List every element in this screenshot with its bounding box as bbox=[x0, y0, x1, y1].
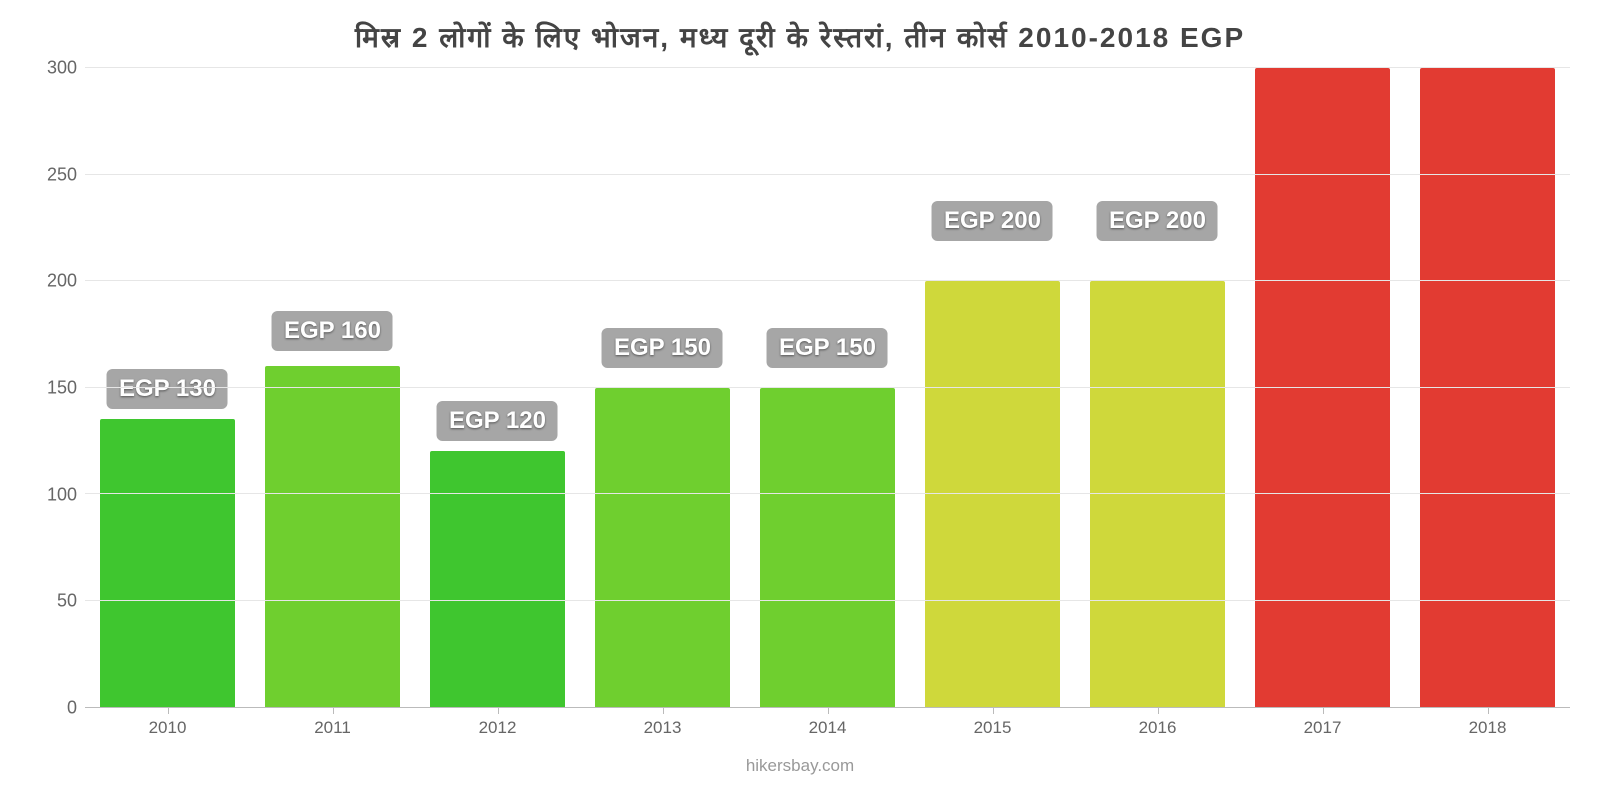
bars-layer: EGP 130EGP 160EGP 120EGP 150EGP 150EGP 2… bbox=[85, 68, 1570, 707]
grid-line bbox=[85, 493, 1570, 494]
plot-row: 050100150200250300 EGP 130EGP 160EGP 120… bbox=[30, 68, 1570, 708]
grid-line bbox=[85, 387, 1570, 388]
y-tick-label: 250 bbox=[47, 164, 77, 185]
x-tick: 2016 bbox=[1075, 708, 1240, 738]
attribution-text: hikersbay.com bbox=[30, 756, 1570, 776]
bar: EGP 160 bbox=[265, 366, 400, 707]
bar: EGP 300 bbox=[1255, 68, 1390, 707]
bar: EGP 130 bbox=[100, 419, 235, 707]
bar-slot: EGP 150 bbox=[580, 68, 745, 707]
bar-value-label: EGP 130 bbox=[107, 369, 228, 409]
y-axis: 050100150200250300 bbox=[30, 68, 85, 708]
y-tick-label: 150 bbox=[47, 378, 77, 399]
bar: EGP 150 bbox=[595, 388, 730, 708]
chart-container: मिस्र 2 लोगों के लिए भोजन, मध्य दूरी के … bbox=[0, 0, 1600, 800]
x-tick-mark bbox=[828, 708, 829, 714]
x-tick-mark bbox=[333, 708, 334, 714]
bar-slot: EGP 200 bbox=[1075, 68, 1240, 707]
bar-slot: EGP 160 bbox=[250, 68, 415, 707]
bar-slot: EGP 200 bbox=[910, 68, 1075, 707]
x-tick-mark bbox=[498, 708, 499, 714]
x-tick-mark bbox=[1158, 708, 1159, 714]
x-tick: 2013 bbox=[580, 708, 745, 738]
bar: EGP 150 bbox=[760, 388, 895, 708]
chart-title: मिस्र 2 लोगों के लिए भोजन, मध्य दूरी के … bbox=[30, 10, 1570, 68]
bar-value-label: EGP 200 bbox=[932, 201, 1053, 241]
x-tick-mark bbox=[993, 708, 994, 714]
x-tick: 2014 bbox=[745, 708, 910, 738]
x-tick: 2012 bbox=[415, 708, 580, 738]
bar-value-label: EGP 120 bbox=[437, 401, 558, 441]
bar-value-label: EGP 200 bbox=[1097, 201, 1218, 241]
x-tick-mark bbox=[168, 708, 169, 714]
x-tick: 2011 bbox=[250, 708, 415, 738]
x-tick-mark bbox=[1488, 708, 1489, 714]
bar: EGP 120 bbox=[430, 451, 565, 707]
y-tick-label: 0 bbox=[67, 698, 77, 719]
plot-area: EGP 130EGP 160EGP 120EGP 150EGP 150EGP 2… bbox=[85, 68, 1570, 708]
x-tick-mark bbox=[663, 708, 664, 714]
bar-slot: EGP 120 bbox=[415, 68, 580, 707]
y-tick-label: 300 bbox=[47, 58, 77, 79]
grid-line bbox=[85, 67, 1570, 68]
x-tick: 2010 bbox=[85, 708, 250, 738]
bar: EGP 300 bbox=[1420, 68, 1555, 707]
x-tick: 2018 bbox=[1405, 708, 1570, 738]
x-axis: 201020112012201320142015201620172018 bbox=[85, 708, 1570, 738]
grid-line bbox=[85, 280, 1570, 281]
x-tick-mark bbox=[1323, 708, 1324, 714]
bar-slot: EGP 130 bbox=[85, 68, 250, 707]
bar-slot: EGP 150 bbox=[745, 68, 910, 707]
grid-line bbox=[85, 174, 1570, 175]
bar: EGP 200 bbox=[1090, 281, 1225, 707]
y-tick-label: 200 bbox=[47, 271, 77, 292]
y-tick-label: 100 bbox=[47, 484, 77, 505]
bar: EGP 200 bbox=[925, 281, 1060, 707]
x-tick: 2015 bbox=[910, 708, 1075, 738]
bar-slot: EGP 300 bbox=[1240, 68, 1405, 707]
y-tick-label: 50 bbox=[57, 591, 77, 612]
bar-value-label: EGP 160 bbox=[272, 311, 393, 351]
bar-value-label: EGP 150 bbox=[602, 328, 723, 368]
bar-value-label: EGP 150 bbox=[767, 328, 888, 368]
bar-slot: EGP 300 bbox=[1405, 68, 1570, 707]
grid-line bbox=[85, 600, 1570, 601]
x-tick: 2017 bbox=[1240, 708, 1405, 738]
